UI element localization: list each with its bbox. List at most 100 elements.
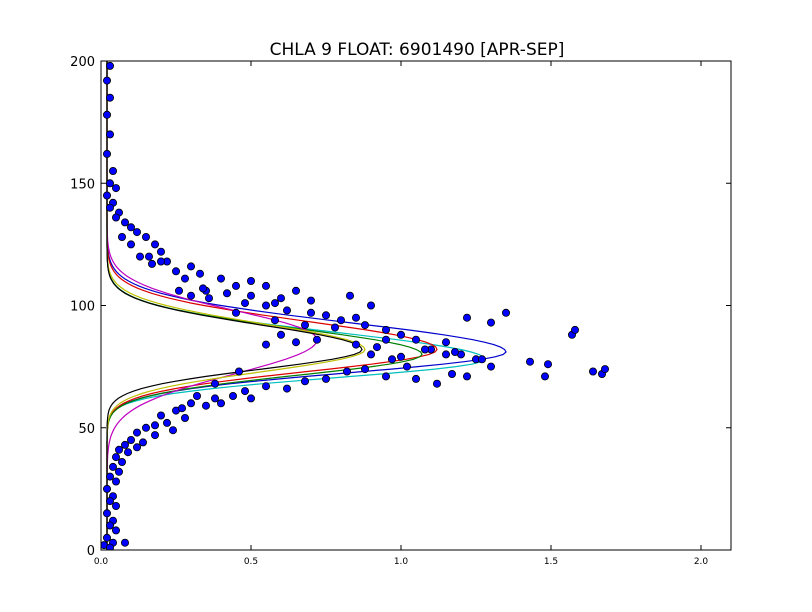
y-tick-label: 0 bbox=[87, 544, 95, 559]
data-point bbox=[589, 367, 598, 376]
data-point bbox=[261, 340, 270, 349]
data-point bbox=[321, 374, 330, 383]
data-point bbox=[103, 533, 112, 542]
data-point bbox=[156, 411, 165, 420]
data-point bbox=[541, 372, 550, 381]
data-point bbox=[112, 526, 121, 535]
data-point bbox=[186, 262, 195, 271]
data-point bbox=[112, 213, 121, 222]
data-point bbox=[186, 399, 195, 408]
data-point bbox=[109, 462, 118, 471]
data-point bbox=[411, 335, 420, 344]
data-point bbox=[106, 521, 115, 530]
series-lines bbox=[106, 61, 507, 550]
x-tick-label: 2.0 bbox=[694, 557, 709, 567]
data-point bbox=[336, 316, 345, 325]
data-point bbox=[174, 286, 183, 295]
data-point bbox=[366, 350, 375, 359]
data-point bbox=[195, 269, 204, 278]
data-point bbox=[462, 313, 471, 322]
data-point bbox=[321, 311, 330, 320]
data-point bbox=[246, 394, 255, 403]
data-point bbox=[360, 365, 369, 374]
data-point bbox=[127, 240, 136, 249]
data-point bbox=[103, 191, 112, 200]
data-point bbox=[180, 274, 189, 283]
data-point bbox=[112, 453, 121, 462]
data-point bbox=[180, 413, 189, 422]
data-point bbox=[228, 391, 237, 400]
y-tick-label: 50 bbox=[78, 422, 95, 437]
y-tick-label: 150 bbox=[70, 177, 95, 192]
data-point bbox=[121, 440, 130, 449]
data-point bbox=[396, 330, 405, 339]
data-point bbox=[192, 391, 201, 400]
data-point bbox=[186, 291, 195, 300]
data-point bbox=[462, 372, 471, 381]
data-point bbox=[246, 276, 255, 285]
data-point bbox=[270, 299, 279, 308]
y-axis: 0 50 100 150 200 bbox=[70, 55, 731, 559]
data-point bbox=[601, 365, 610, 374]
data-point bbox=[216, 274, 225, 283]
data-point bbox=[216, 399, 225, 408]
data-point bbox=[261, 281, 270, 290]
data-point bbox=[372, 343, 381, 352]
data-point bbox=[106, 543, 114, 550]
data-point bbox=[381, 372, 390, 381]
data-point bbox=[366, 301, 375, 310]
data-point bbox=[201, 401, 210, 410]
data-point bbox=[103, 149, 112, 158]
data-point bbox=[270, 316, 279, 325]
data-point bbox=[441, 338, 450, 347]
data-point bbox=[300, 321, 309, 330]
data-point bbox=[132, 228, 141, 237]
data-point bbox=[204, 294, 213, 303]
data-point bbox=[381, 335, 390, 344]
data-point bbox=[106, 93, 115, 102]
data-point bbox=[106, 130, 115, 139]
data-point bbox=[127, 223, 136, 232]
data-point bbox=[544, 360, 553, 369]
data-point bbox=[234, 367, 243, 376]
data-point bbox=[477, 355, 486, 364]
data-point bbox=[141, 423, 150, 432]
data-point bbox=[450, 347, 459, 356]
profile-line bbox=[106, 61, 486, 550]
data-point bbox=[106, 179, 115, 188]
data-point bbox=[210, 394, 219, 403]
data-point bbox=[103, 76, 112, 85]
data-point bbox=[198, 284, 207, 293]
x-tick-label: 0.0 bbox=[94, 557, 109, 567]
profile-line bbox=[106, 61, 363, 550]
data-point bbox=[231, 281, 240, 290]
data-point bbox=[381, 325, 390, 334]
data-point bbox=[103, 110, 112, 119]
data-point bbox=[261, 382, 270, 391]
data-point bbox=[177, 404, 186, 413]
profile-line bbox=[106, 61, 318, 550]
data-point bbox=[138, 438, 147, 447]
x-tick-label: 1.5 bbox=[544, 557, 558, 567]
x-tick-label: 1.0 bbox=[394, 557, 409, 567]
data-point bbox=[306, 308, 315, 317]
data-point bbox=[330, 323, 339, 332]
data-point bbox=[240, 299, 249, 308]
data-point bbox=[291, 338, 300, 347]
data-point bbox=[312, 335, 321, 344]
y-tick-label: 200 bbox=[70, 55, 95, 70]
data-point bbox=[118, 232, 127, 241]
data-point bbox=[501, 308, 510, 317]
data-point bbox=[360, 321, 369, 330]
data-point bbox=[106, 203, 115, 212]
data-point bbox=[115, 445, 124, 454]
data-point bbox=[282, 384, 291, 393]
data-point bbox=[162, 418, 171, 427]
data-point bbox=[351, 340, 360, 349]
data-point bbox=[411, 374, 420, 383]
x-tick-label: 0.5 bbox=[244, 557, 258, 567]
data-point bbox=[168, 426, 177, 435]
data-point bbox=[132, 443, 141, 452]
data-point bbox=[420, 345, 429, 354]
data-point bbox=[112, 501, 121, 510]
